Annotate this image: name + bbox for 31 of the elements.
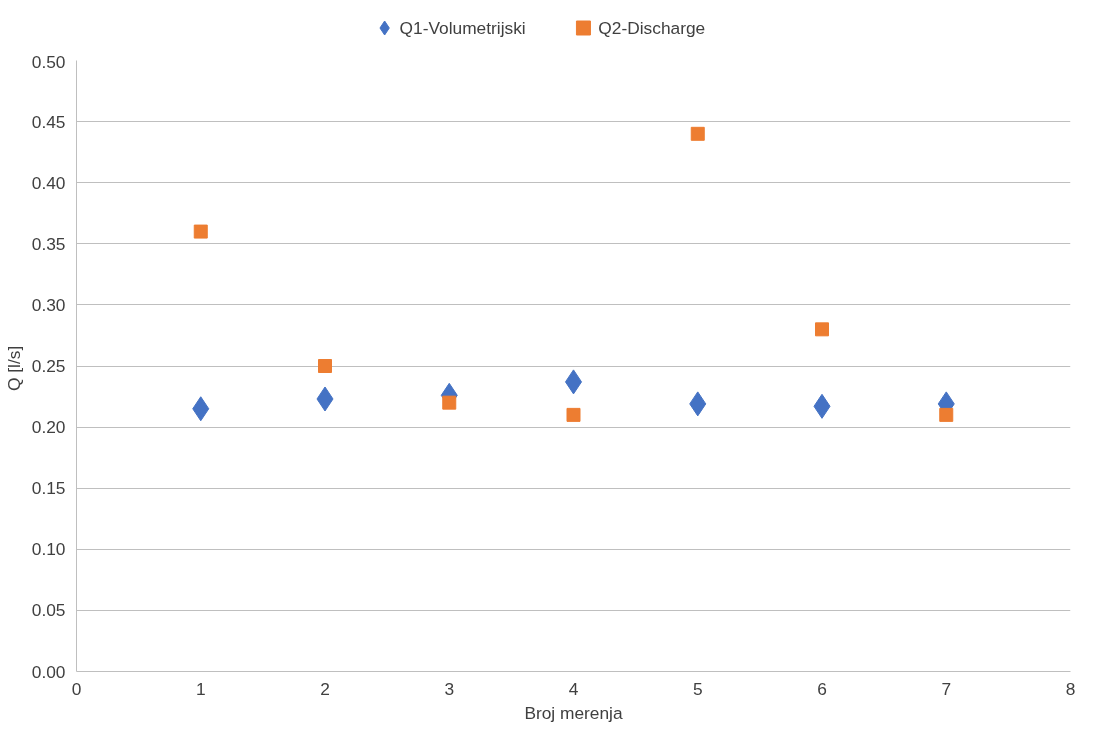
x-tick-label: 6 (817, 678, 827, 699)
y-tick-label: 0.20 (31, 417, 66, 438)
point (815, 322, 829, 337)
y-tick-label: 0.05 (31, 600, 66, 621)
point (193, 224, 208, 239)
point (566, 407, 581, 422)
x-tick-label: 2 (320, 678, 330, 699)
y-axis-title: Q [l/s] (3, 345, 24, 392)
x-tick-label: 4 (568, 678, 579, 699)
y-tick-label: 0.35 (31, 233, 66, 254)
x-tick-label: 3 (444, 678, 455, 699)
y-tick-label: 0.40 (31, 172, 66, 193)
x-tick-label: 5 (692, 678, 703, 699)
y-tick-label: 0.45 (31, 111, 66, 132)
point (318, 359, 332, 373)
x-tick-label: 1 (195, 678, 206, 699)
y-tick-label: 0.00 (31, 661, 66, 682)
y-tick-label: 0.10 (31, 539, 66, 560)
x-tick-label: 0 (71, 678, 82, 699)
y-tick-label: 0.15 (31, 478, 66, 499)
x-tick-label: 8 (1065, 678, 1076, 699)
point (442, 395, 457, 410)
legend-label: Q2-Discharge (598, 18, 706, 38)
x-tick-label: 7 (941, 678, 952, 699)
point (939, 407, 954, 422)
x-axis-title: Broj merenja (524, 702, 623, 723)
y-tick-label: 0.30 (31, 294, 66, 315)
y-tick-label: 0.25 (31, 356, 66, 376)
point (690, 126, 705, 141)
legend-label: Q1-Volumetrijski (399, 18, 526, 38)
y-tick-label: 0.50 (31, 51, 66, 72)
